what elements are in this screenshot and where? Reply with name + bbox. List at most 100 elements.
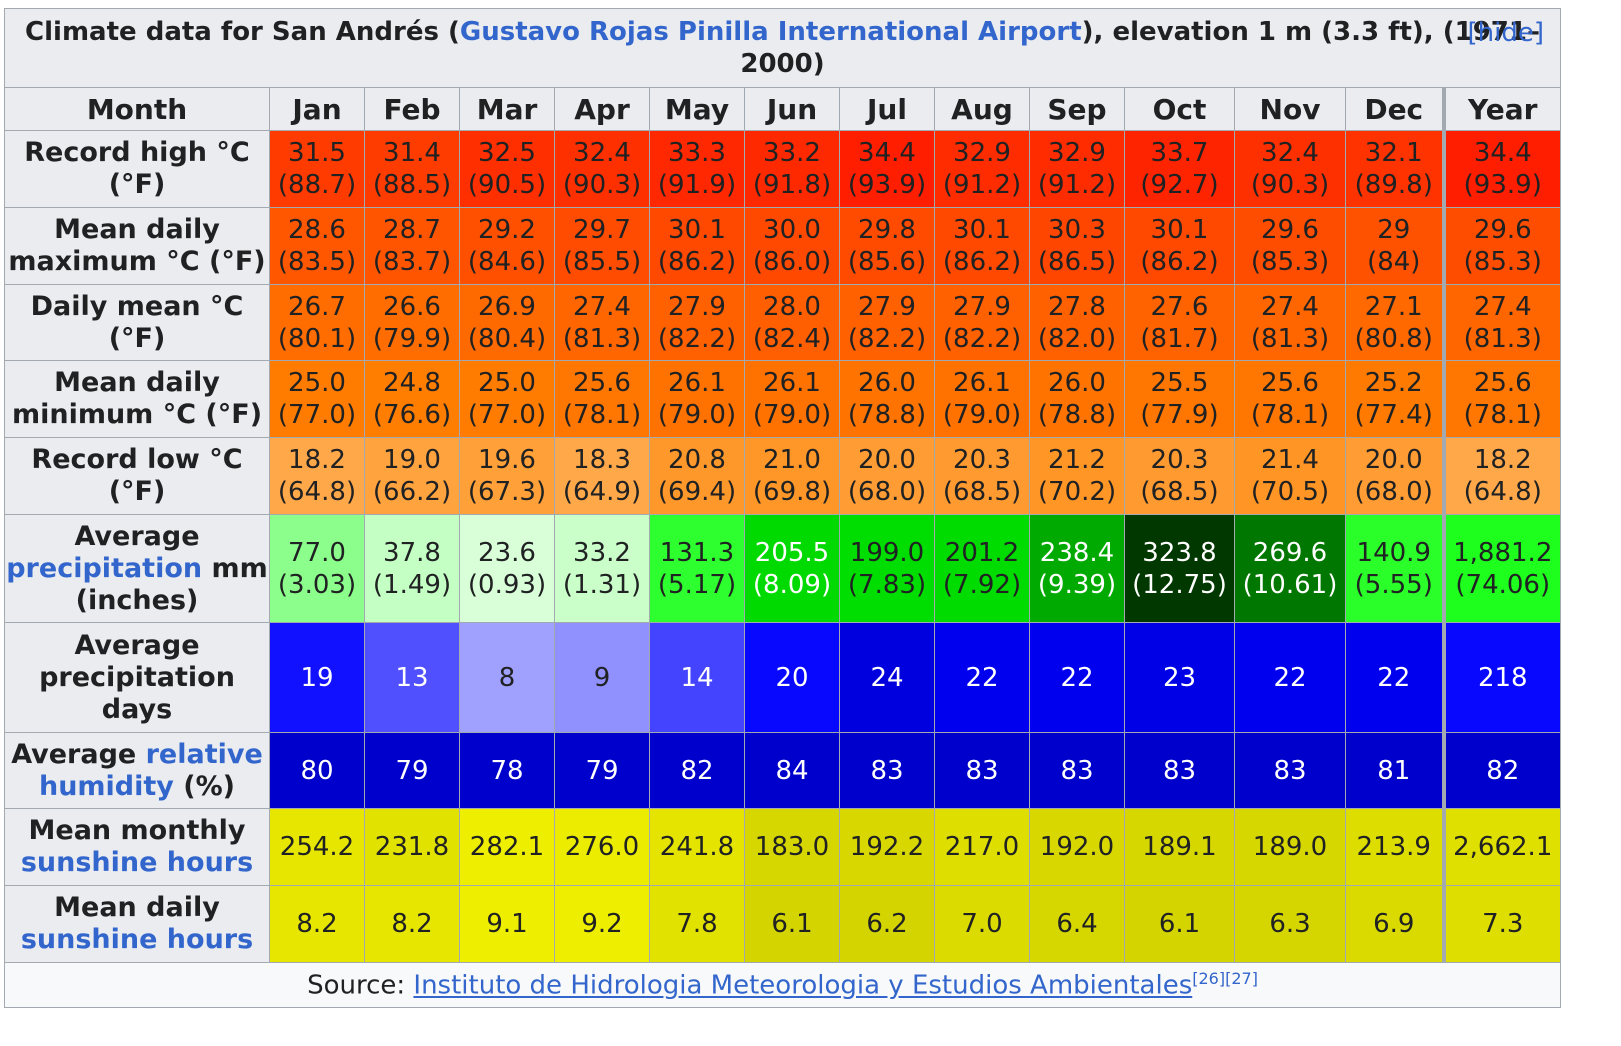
- value-cell: 27.4 (81.3): [554, 284, 650, 361]
- value-cell: 79: [554, 732, 650, 809]
- climate-table: Climate data for San Andrés (Gustavo Roj…: [3, 8, 1562, 1008]
- value-cell: 25.2 (77.4): [1345, 360, 1444, 438]
- value-cell: 25.0 (77.0): [269, 360, 365, 438]
- row-label-humidity: Average relative humidity (%): [4, 732, 270, 809]
- value-cell: 241.8: [649, 808, 745, 886]
- column-header-apr: Apr: [554, 87, 650, 131]
- row-label-record-low: Record low °C (°F): [4, 437, 270, 515]
- value-cell: 20.3 (68.5): [934, 437, 1030, 515]
- value-cell: 140.9 (5.55): [1345, 514, 1444, 623]
- row-label-text: Record low °C (°F): [31, 444, 243, 507]
- value-cell: 18.3 (64.9): [554, 437, 650, 515]
- airport-link[interactable]: Gustavo Rojas Pinilla International Airp…: [459, 17, 1082, 47]
- value-cell: 22: [1345, 622, 1444, 733]
- value-cell: 199.0 (7.83): [839, 514, 935, 623]
- value-cell: 27.8 (82.0): [1029, 284, 1125, 361]
- value-cell: 33.7 (92.7): [1124, 130, 1235, 208]
- value-cell: 26.0 (78.8): [839, 360, 935, 438]
- source-refs[interactable]: [26][27]: [1192, 969, 1258, 989]
- value-cell: 80: [269, 732, 365, 809]
- value-cell: 25.6 (78.1): [1441, 360, 1562, 438]
- value-cell: 81: [1345, 732, 1444, 809]
- row-label-text: Mean daily maximum °C (°F): [8, 214, 266, 277]
- value-cell: 27.9 (82.2): [649, 284, 745, 361]
- row-label-daily-mean: Daily mean °C (°F): [4, 284, 270, 361]
- value-cell: 30.0 (86.0): [744, 207, 840, 285]
- row-label-text: Record high °C (°F): [24, 137, 250, 200]
- row-daily-mean: Daily mean °C (°F) 26.7 (80.1) 26.6 (79.9) 26…: [4, 284, 1562, 361]
- value-cell: 6.1: [1124, 885, 1235, 963]
- caption-suffix: ), elevation 1 m (3.3 ft), (1971–2000): [740, 17, 1540, 79]
- value-cell: 25.0 (77.0): [459, 360, 555, 438]
- value-cell: 6.2: [839, 885, 935, 963]
- value-cell: 7.0: [934, 885, 1030, 963]
- row-humidity: Average relative humidity (%) 80 79 78 79 82 8…: [4, 732, 1562, 809]
- value-cell: 32.4 (90.3): [1234, 130, 1346, 208]
- source-link[interactable]: Instituto de Hidrologia Meteorologia y E…: [413, 970, 1193, 1001]
- value-cell: 26.1 (79.0): [934, 360, 1030, 438]
- row-label-text: (%): [173, 770, 236, 802]
- value-cell: 20.0 (68.0): [839, 437, 935, 515]
- value-cell: 24: [839, 622, 935, 733]
- value-cell: 27.9 (82.2): [839, 284, 935, 361]
- column-header-jun: Jun: [744, 87, 840, 131]
- value-cell: 29.2 (84.6): [459, 207, 555, 285]
- caption-prefix: Climate data for San Andrés (: [25, 17, 460, 47]
- value-cell: 26.1 (79.0): [744, 360, 840, 438]
- row-label-link[interactable]: relative humidity: [38, 738, 263, 802]
- column-header-jan: Jan: [269, 87, 365, 131]
- row-mean-max: Mean daily maximum °C (°F) 28.6 (83.5) 28.7…: [4, 207, 1562, 285]
- value-cell: 7.3: [1441, 885, 1562, 963]
- value-cell: 23: [1124, 622, 1235, 733]
- value-cell: 83: [839, 732, 935, 809]
- column-header-oct: Oct: [1124, 87, 1235, 131]
- value-cell: 34.4 (93.9): [839, 130, 935, 208]
- value-cell: 20.0 (68.0): [1345, 437, 1444, 515]
- row-label-sun-monthly: Mean monthly sunshine hours: [4, 808, 270, 886]
- value-cell: 269.6 (10.61): [1234, 514, 1346, 623]
- value-cell: 22: [1234, 622, 1346, 733]
- row-label-link[interactable]: sunshine hours: [20, 847, 254, 878]
- hide-toggle-link[interactable]: [hide]: [1467, 18, 1545, 48]
- value-cell: 28.7 (83.7): [364, 207, 460, 285]
- value-cell: 2,662.1: [1441, 808, 1562, 886]
- row-label-text: Daily mean °C (°F): [30, 290, 244, 354]
- value-cell: 27.6 (81.7): [1124, 284, 1235, 361]
- value-cell: 213.9: [1345, 808, 1444, 886]
- value-cell: 30.3 (86.5): [1029, 207, 1125, 285]
- value-cell: 30.1 (86.2): [1124, 207, 1235, 285]
- column-header-jul: Jul: [839, 87, 935, 131]
- row-label-precip-days: Average precipitation days: [4, 622, 270, 733]
- value-cell: 22: [1029, 622, 1125, 733]
- row-label-precip: Average precipitation mm (inches): [4, 514, 270, 623]
- value-cell: 25.6 (78.1): [554, 360, 650, 438]
- value-cell: 21.2 (70.2): [1029, 437, 1125, 515]
- value-cell: 26.9 (80.4): [459, 284, 555, 361]
- value-cell: 205.5 (8.09): [744, 514, 840, 623]
- column-header-feb: Feb: [364, 87, 460, 131]
- value-cell: 77.0 (3.03): [269, 514, 365, 623]
- value-cell: 183.0: [744, 808, 840, 886]
- value-cell: 6.3: [1234, 885, 1346, 963]
- value-cell: 83: [934, 732, 1030, 809]
- value-cell: 23.6 (0.93): [459, 514, 555, 623]
- value-cell: 25.5 (77.9): [1124, 360, 1235, 438]
- value-cell: 32.4 (90.3): [554, 130, 650, 208]
- table-body: Record high °C (°F) 31.5 (88.7) 31.4 (88.5) 3…: [4, 130, 1562, 963]
- value-cell: 78: [459, 732, 555, 809]
- row-label-record-high: Record high °C (°F): [4, 130, 270, 208]
- row-precip-days: Average precipitation days 19 13 8 9 14 20 24 22…: [4, 622, 1562, 733]
- row-label-sun-daily: Mean daily sunshine hours: [4, 885, 270, 963]
- row-label-link[interactable]: sunshine hours: [20, 924, 254, 955]
- value-cell: 22: [934, 622, 1030, 733]
- value-cell: 8.2: [364, 885, 460, 963]
- column-header-sep: Sep: [1029, 87, 1125, 131]
- value-cell: 26.6 (79.9): [364, 284, 460, 361]
- column-header-aug: Aug: [934, 87, 1030, 131]
- value-cell: 20.8 (69.4): [649, 437, 745, 515]
- row-label-link[interactable]: precipitation: [6, 552, 203, 584]
- value-cell: 31.4 (88.5): [364, 130, 460, 208]
- value-cell: 18.2 (64.8): [269, 437, 365, 515]
- value-cell: 21.4 (70.5): [1234, 437, 1346, 515]
- value-cell: 18.2 (64.8): [1441, 437, 1562, 515]
